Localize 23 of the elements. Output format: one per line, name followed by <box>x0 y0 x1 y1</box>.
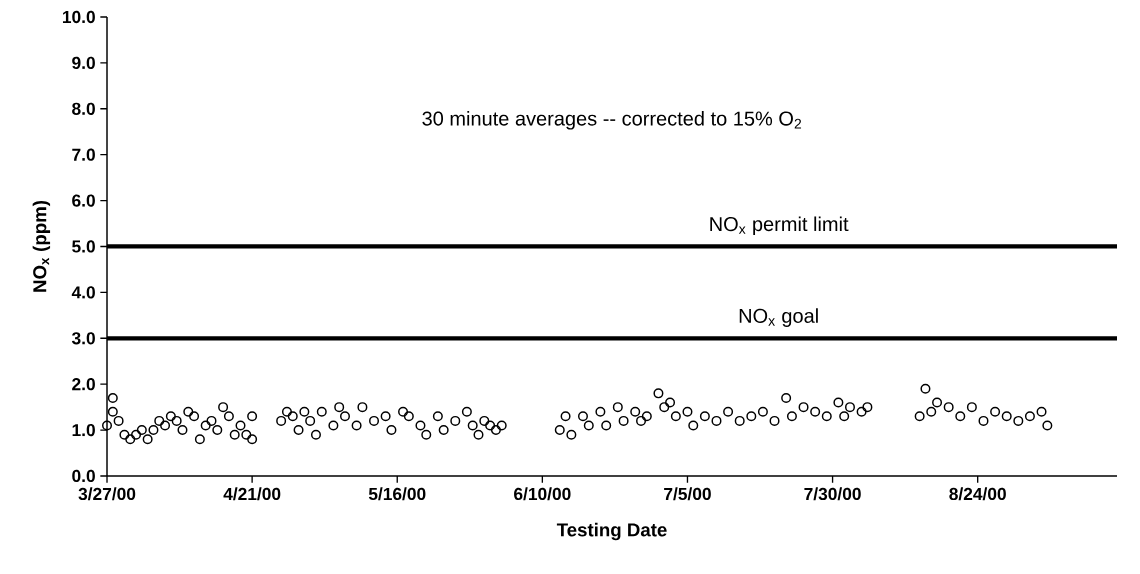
x-tick-label: 7/5/00 <box>664 487 711 501</box>
x-tick-label: 4/21/00 <box>223 487 281 501</box>
y-tick-label: 2.0 <box>72 378 95 391</box>
x-tick-label: 8/24/00 <box>949 487 1006 501</box>
x-tick-label: 6/10/00 <box>514 487 571 501</box>
y-tick-label: 7.0 <box>72 148 95 161</box>
ref-line-label: NO$_{x}$ goal <box>739 308 818 327</box>
y-tick-label: 6.0 <box>72 194 95 207</box>
y-tick-label: 5.0 <box>72 240 95 253</box>
y-tick-label: 8.0 <box>72 102 95 115</box>
y-tick-label: 10.0 <box>62 10 95 24</box>
y-tick-label: 9.0 <box>72 56 95 70</box>
y-tick-label: 4.0 <box>71 286 95 299</box>
x-tick-label: 3/27/00 <box>78 487 136 501</box>
y-tick-label: 0.0 <box>72 469 95 483</box>
x-tick-label: 5/16/00 <box>368 487 426 501</box>
x-tick-label: 7/30/00 <box>804 487 861 501</box>
annotation: 30 minute averages -- corrected to 15% O$_{2}$ <box>422 110 802 130</box>
y-tick-label: 3.0 <box>71 332 95 345</box>
x-axis-title: Testing Date <box>556 522 667 541</box>
ref-line-label: NO$_{x}$ permit limit <box>710 216 849 236</box>
y-axis-title: NO$_{x}$ (ppm) <box>32 200 51 292</box>
y-tick-label: 1.0 <box>72 423 95 437</box>
